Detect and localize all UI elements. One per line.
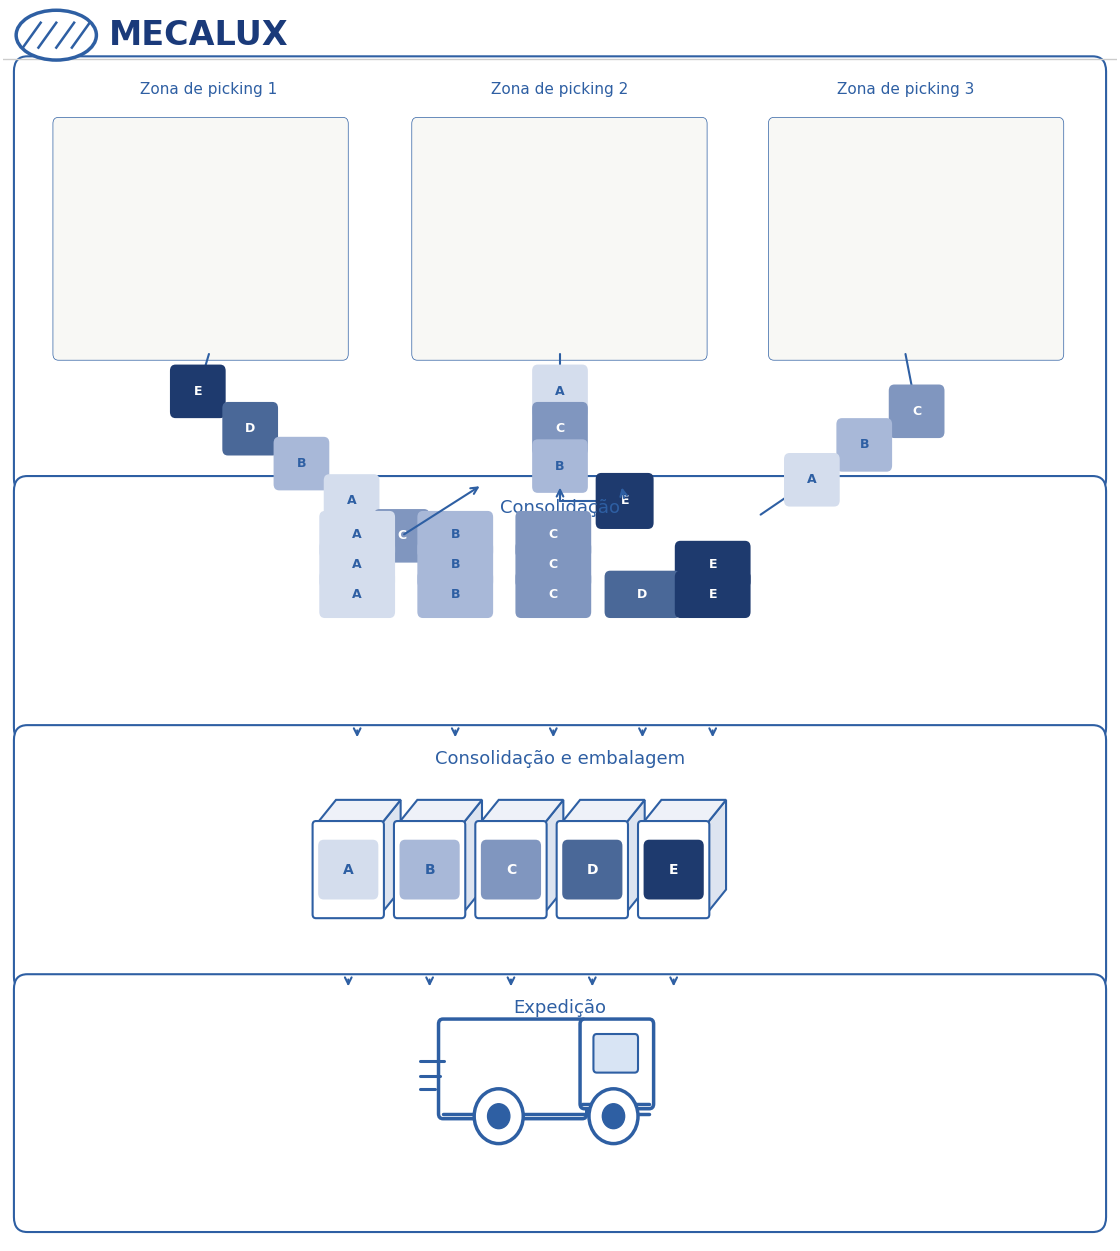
Text: A: A — [808, 473, 816, 487]
FancyBboxPatch shape — [324, 474, 380, 528]
FancyBboxPatch shape — [532, 364, 588, 418]
Text: Zona de picking 1: Zona de picking 1 — [140, 83, 278, 98]
Text: C: C — [549, 558, 558, 570]
FancyBboxPatch shape — [412, 118, 707, 360]
Text: E: E — [709, 558, 717, 570]
FancyBboxPatch shape — [784, 453, 840, 507]
FancyBboxPatch shape — [515, 510, 591, 558]
Polygon shape — [560, 799, 645, 824]
Text: B: B — [450, 558, 460, 570]
Ellipse shape — [16, 10, 96, 60]
FancyBboxPatch shape — [319, 570, 395, 618]
Text: B: B — [859, 438, 869, 452]
Text: B: B — [297, 457, 306, 470]
FancyBboxPatch shape — [312, 821, 384, 918]
FancyBboxPatch shape — [515, 540, 591, 588]
FancyBboxPatch shape — [674, 540, 750, 588]
FancyBboxPatch shape — [638, 821, 709, 918]
Polygon shape — [398, 799, 482, 824]
Text: Zona de picking 2: Zona de picking 2 — [492, 83, 628, 98]
FancyBboxPatch shape — [837, 418, 893, 472]
FancyBboxPatch shape — [319, 510, 395, 558]
Polygon shape — [543, 799, 563, 914]
FancyBboxPatch shape — [418, 540, 493, 588]
Text: A: A — [353, 558, 362, 570]
Text: B: B — [450, 528, 460, 542]
Polygon shape — [478, 799, 563, 824]
Text: A: A — [347, 494, 356, 508]
FancyBboxPatch shape — [889, 384, 944, 438]
Polygon shape — [381, 799, 401, 914]
FancyBboxPatch shape — [480, 839, 541, 899]
FancyBboxPatch shape — [170, 364, 225, 418]
Polygon shape — [316, 799, 401, 824]
Text: C: C — [398, 529, 407, 543]
FancyBboxPatch shape — [394, 821, 465, 918]
Text: E: E — [620, 494, 629, 508]
Circle shape — [487, 1103, 510, 1128]
Polygon shape — [625, 799, 645, 914]
FancyBboxPatch shape — [13, 975, 1107, 1232]
Text: B: B — [424, 863, 435, 877]
Text: Consolidação: Consolidação — [500, 499, 620, 518]
Text: A: A — [353, 588, 362, 600]
Text: Zona de picking 3: Zona de picking 3 — [837, 83, 974, 98]
Text: A: A — [353, 528, 362, 542]
FancyBboxPatch shape — [562, 839, 623, 899]
Text: A: A — [556, 385, 564, 398]
Text: C: C — [506, 863, 516, 877]
Text: D: D — [587, 863, 598, 877]
Text: B: B — [450, 588, 460, 600]
FancyBboxPatch shape — [515, 570, 591, 618]
Text: Expedição: Expedição — [513, 998, 607, 1017]
FancyBboxPatch shape — [418, 570, 493, 618]
FancyBboxPatch shape — [594, 1035, 638, 1072]
FancyBboxPatch shape — [580, 1020, 654, 1108]
FancyBboxPatch shape — [439, 1020, 587, 1118]
FancyBboxPatch shape — [400, 839, 459, 899]
FancyBboxPatch shape — [532, 439, 588, 493]
Text: C: C — [549, 588, 558, 600]
Polygon shape — [706, 799, 726, 914]
Text: E: E — [709, 588, 717, 600]
Circle shape — [589, 1088, 638, 1143]
FancyBboxPatch shape — [557, 821, 628, 918]
Text: D: D — [637, 588, 647, 600]
Text: C: C — [912, 405, 921, 418]
Text: A: A — [343, 863, 354, 877]
Polygon shape — [642, 799, 726, 824]
Polygon shape — [461, 799, 482, 914]
Circle shape — [474, 1088, 523, 1143]
FancyBboxPatch shape — [532, 402, 588, 455]
Circle shape — [603, 1103, 625, 1128]
FancyBboxPatch shape — [319, 540, 395, 588]
Text: B: B — [556, 459, 564, 473]
Text: MECALUX: MECALUX — [109, 19, 288, 51]
FancyBboxPatch shape — [318, 839, 379, 899]
FancyBboxPatch shape — [53, 118, 348, 360]
Text: Consolidação e embalagem: Consolidação e embalagem — [435, 749, 685, 768]
Text: E: E — [194, 385, 202, 398]
FancyBboxPatch shape — [475, 821, 547, 918]
FancyBboxPatch shape — [418, 510, 493, 558]
Text: D: D — [245, 423, 255, 435]
FancyBboxPatch shape — [674, 570, 750, 618]
FancyBboxPatch shape — [596, 473, 654, 529]
Text: E: E — [669, 863, 679, 877]
FancyBboxPatch shape — [13, 56, 1107, 493]
Text: C: C — [549, 528, 558, 542]
FancyBboxPatch shape — [13, 726, 1107, 992]
FancyBboxPatch shape — [13, 477, 1107, 743]
FancyBboxPatch shape — [605, 570, 680, 618]
FancyBboxPatch shape — [374, 509, 430, 563]
FancyBboxPatch shape — [768, 118, 1064, 360]
Text: C: C — [556, 423, 564, 435]
FancyBboxPatch shape — [223, 402, 278, 455]
FancyBboxPatch shape — [273, 437, 329, 490]
FancyBboxPatch shape — [644, 839, 703, 899]
